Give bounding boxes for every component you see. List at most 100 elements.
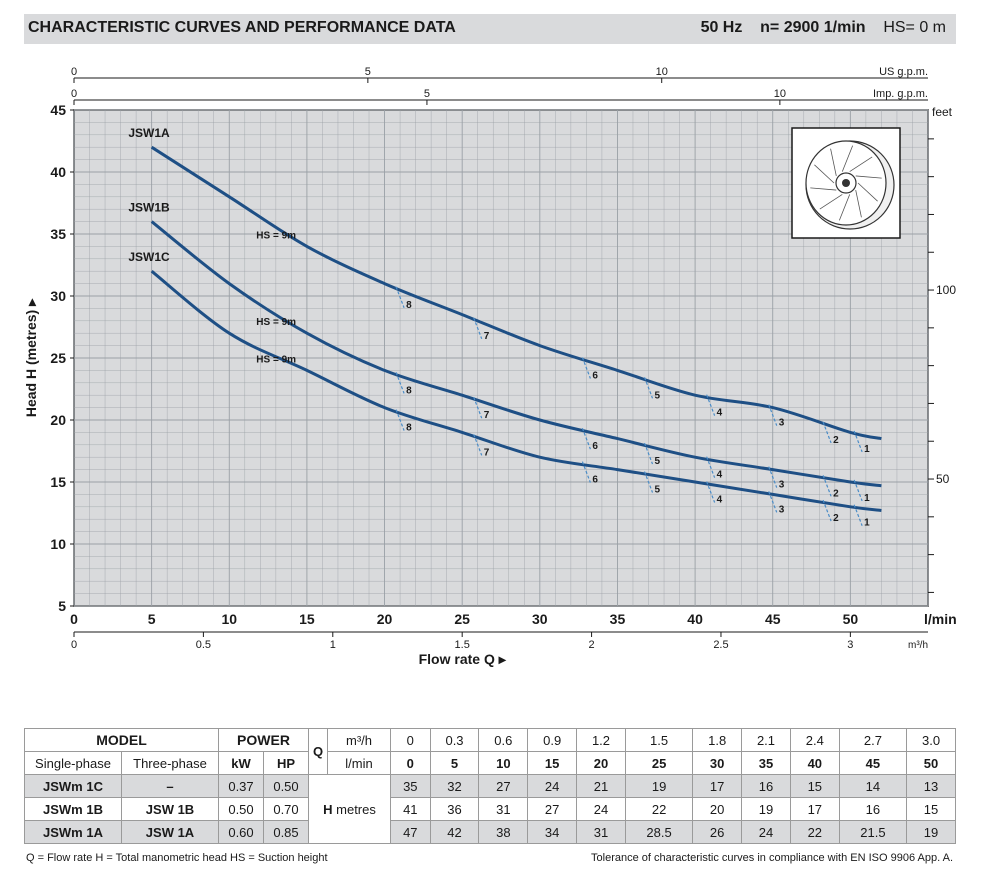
us-gpm-tick-label: 5 (365, 66, 371, 78)
head-value: 22 (624, 797, 694, 821)
suction-mark (853, 479, 863, 502)
m3h-value: 0.9 (527, 728, 578, 752)
head-value: 31 (576, 820, 626, 844)
head-value: 28.5 (624, 820, 694, 844)
head-value: 32 (429, 774, 480, 798)
impeller-vane (814, 164, 835, 184)
curve-jsw1a (150, 145, 882, 441)
curve-label: JSW1C (128, 250, 170, 264)
head-value: 16 (838, 797, 908, 821)
feet-unit-label: feet (932, 105, 953, 119)
m3h-value: 0.6 (478, 728, 529, 752)
suction-mark-label: 3 (779, 418, 785, 429)
head-value: 42 (429, 820, 480, 844)
m3h-value: 0 (390, 728, 431, 752)
suction-mark-label: 8 (406, 300, 412, 311)
y-tick-label: 35 (50, 226, 66, 242)
single-phase-header: Single-phase (24, 751, 122, 775)
suction-mark (768, 491, 778, 513)
model-single-phase: JSWm 1A (24, 820, 122, 844)
suction-mark-label: 6 (592, 441, 598, 452)
suction-mark-label: 7 (484, 331, 490, 342)
suction-mark (853, 504, 863, 526)
us-gpm-unit: US g.p.m. (879, 66, 928, 78)
head-value: 21.5 (838, 820, 908, 844)
m3h-tick-label: 1 (330, 639, 336, 651)
lmin-value: 50 (906, 751, 956, 775)
suction-mark-label: 1 (864, 493, 870, 504)
power-hp: 0.70 (263, 797, 309, 821)
power-hp: 0.50 (263, 774, 309, 798)
lmin-value: 30 (692, 751, 743, 775)
head-value: 19 (906, 820, 956, 844)
suction-mark (822, 475, 832, 497)
head-value: 17 (692, 774, 743, 798)
suction-mark-label: 1 (864, 518, 870, 529)
head-label: H metres (308, 774, 391, 844)
y-tick-label: 30 (50, 288, 66, 304)
head-value: 24 (741, 820, 791, 844)
imp-gpm-tick-label: 0 (71, 88, 77, 100)
feet-tick-label: 50 (936, 472, 950, 486)
q-header: Q (308, 728, 328, 775)
m3h-value: 1.8 (692, 728, 743, 752)
lmin-value: 0 (390, 751, 431, 775)
head-value: 20 (692, 797, 743, 821)
model-header: MODEL (24, 728, 219, 752)
performance-table: MODEL POWER Q m³/h 0 0.3 0.6 0.9 1.2 1.5… (24, 728, 956, 844)
x-tick-label: 50 (843, 611, 859, 627)
suction-mark (768, 404, 778, 426)
power-kw: 0.60 (218, 820, 264, 844)
y-tick-label: 40 (50, 164, 66, 180)
x-unit-label: l/min (924, 611, 957, 627)
curve-label: JSW1B (128, 201, 170, 215)
m3h-tick-label: 0 (71, 639, 77, 651)
header-frequency: 50 Hz (700, 19, 743, 36)
y-axis-title: Head H (metres) ▸ (23, 298, 39, 417)
suction-mark (706, 481, 716, 503)
impeller-vane (838, 194, 851, 221)
header-suction-height: HS= 0 m (883, 19, 946, 36)
m3h-value: 0.3 (429, 728, 480, 752)
m3h-unit-label: m³/h (908, 640, 928, 651)
header-specs: 50 Hz n= 2900 1/min HS= 0 m (701, 19, 946, 37)
footnote-legend: Q = Flow rate H = Total manometric head … (26, 852, 328, 864)
suction-mark-label: 6 (592, 370, 598, 381)
head-value: 26 (692, 820, 743, 844)
head-value: 13 (906, 774, 956, 798)
suction-mark (643, 442, 654, 465)
suction-mark (706, 456, 716, 478)
three-phase-header: Three-phase (121, 751, 219, 775)
head-value: 24 (576, 797, 626, 821)
m3h-tick-label: 0.5 (196, 639, 211, 651)
suction-mark (473, 434, 483, 456)
suction-mark-label: 4 (717, 408, 723, 419)
suction-mark-label: 7 (484, 447, 490, 458)
suction-mark-label: 6 (592, 475, 598, 486)
y-tick-label: 45 (50, 102, 66, 118)
suction-mark (473, 317, 483, 340)
us-gpm-tick-label: 10 (656, 66, 668, 78)
suction-mark (581, 357, 591, 379)
lmin-value: 40 (789, 751, 840, 775)
suction-mark-label: 8 (406, 385, 412, 396)
suction-mark (643, 377, 654, 399)
m3h-value: 3.0 (906, 728, 956, 752)
y-tick-label: 10 (50, 536, 66, 552)
head-value: 34 (527, 820, 578, 844)
curve-jsw1c (150, 270, 882, 513)
x-tick-label: 15 (299, 611, 315, 627)
impeller-vane (849, 156, 873, 172)
hs-label: HS = 9m (256, 230, 296, 241)
imp-gpm-unit: Imp. g.p.m. (873, 88, 928, 100)
m3h-value: 1.5 (624, 728, 694, 752)
power-header: POWER (218, 728, 309, 752)
hs-label: HS = 9m (256, 317, 296, 328)
suction-mark-label: 1 (864, 444, 870, 455)
suction-mark (822, 499, 832, 522)
suction-mark (395, 409, 405, 431)
m3h-value: 2.7 (838, 728, 908, 752)
model-three-phase: JSW 1A (121, 820, 219, 844)
curve-label: JSW1A (128, 126, 170, 140)
suction-mark (768, 466, 778, 488)
